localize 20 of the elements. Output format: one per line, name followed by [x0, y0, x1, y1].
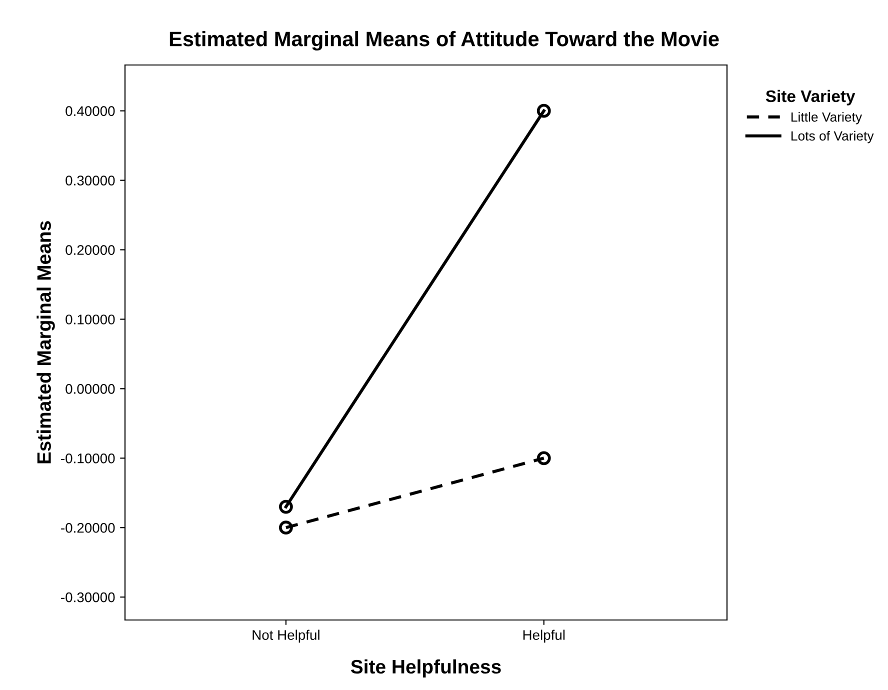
legend-label: Lots of Variety	[792, 130, 874, 144]
y-tick-label: -0.20000	[61, 522, 115, 533]
y-tick-label: 0.00000	[66, 384, 115, 394]
point	[279, 500, 293, 514]
y-tick-label: 0.20000	[66, 245, 115, 255]
y-axis-title: Estimated Marginal Means	[36, 221, 55, 464]
x-tick-label: Helpful	[523, 630, 565, 643]
point	[536, 451, 551, 466]
y-tick-label: -0.10000	[61, 453, 115, 464]
legend-label: Little Variety	[792, 112, 862, 124]
point	[279, 520, 293, 535]
legend-title: Site Variety	[766, 90, 856, 106]
chart-title: Estimated Marginal Means of Attitude Toward the Movie	[170, 31, 719, 51]
y-tick-label: 0.10000	[66, 314, 115, 324]
x-tick-label: Not Helpful	[252, 630, 320, 643]
y-tick-label: 0.40000	[66, 106, 115, 116]
y-tick-label: -0.30000	[61, 592, 115, 602]
x-axis-title: Site Helpfulness	[350, 659, 501, 678]
y-tick-label: 0.30000	[66, 176, 115, 186]
point	[536, 104, 551, 118]
